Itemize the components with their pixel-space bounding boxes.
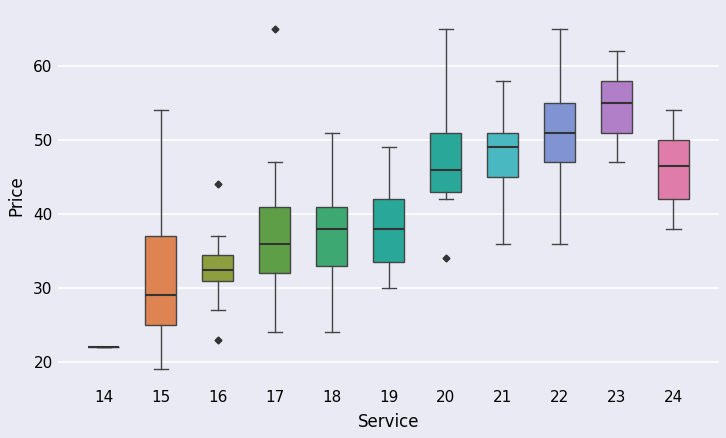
X-axis label: Service: Service <box>358 413 420 431</box>
Bar <box>487 133 518 177</box>
Bar <box>658 140 689 199</box>
Bar <box>145 236 176 325</box>
Bar <box>430 133 461 192</box>
Bar <box>601 81 632 133</box>
Bar <box>544 103 575 162</box>
Bar <box>202 255 233 281</box>
Y-axis label: Price: Price <box>7 175 25 216</box>
Bar <box>259 207 290 273</box>
Bar <box>316 207 347 266</box>
Bar <box>373 199 404 262</box>
